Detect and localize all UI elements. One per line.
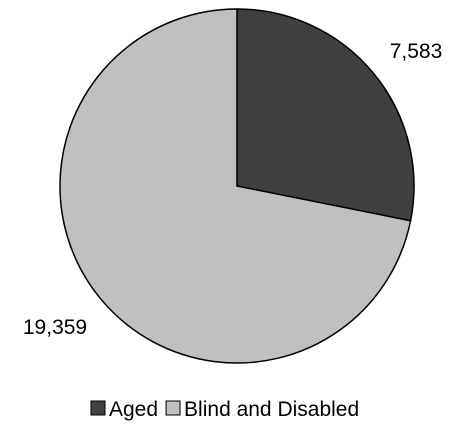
data-label-aged: 7,583 bbox=[390, 40, 443, 63]
pie-slice-labels: 7,583 19,359 bbox=[23, 40, 442, 339]
legend: Aged Blind and Disabled bbox=[90, 398, 359, 421]
legend-item-aged: Aged bbox=[90, 398, 158, 421]
legend-label: Blind and Disabled bbox=[184, 398, 359, 421]
data-label-blind-and-disabled: 19,359 bbox=[23, 316, 87, 339]
legend-item-blind-and-disabled: Blind and Disabled bbox=[165, 398, 359, 421]
pie-slice-aged bbox=[236, 8, 415, 222]
pie-slice-blind-and-disabled bbox=[59, 8, 412, 364]
legend-label: Aged bbox=[109, 398, 158, 421]
legend-swatch bbox=[165, 400, 181, 416]
legend-swatch bbox=[90, 400, 106, 416]
pie-slices bbox=[59, 8, 415, 364]
